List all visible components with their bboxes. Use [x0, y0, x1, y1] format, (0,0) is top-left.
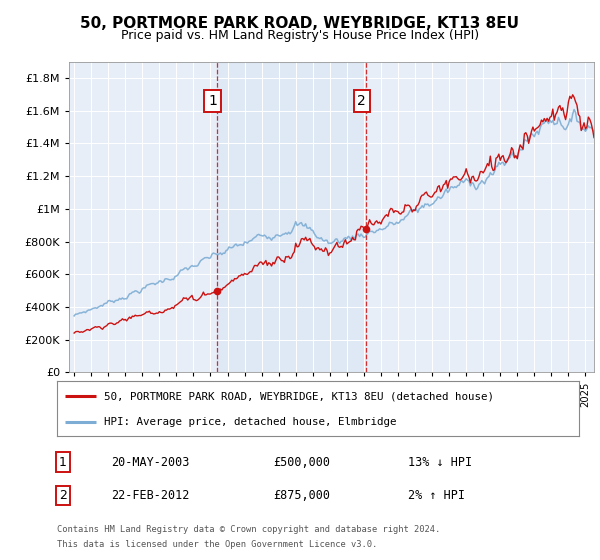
Text: 50, PORTMORE PARK ROAD, WEYBRIDGE, KT13 8EU (detached house): 50, PORTMORE PARK ROAD, WEYBRIDGE, KT13 …: [104, 391, 494, 401]
Text: 1: 1: [59, 455, 67, 469]
Text: 2% ↑ HPI: 2% ↑ HPI: [408, 489, 465, 502]
Bar: [217, 62, 366, 372]
Text: HPI: Average price, detached house, Elmbridge: HPI: Average price, detached house, Elmb…: [104, 417, 397, 427]
Text: 22-FEB-2012: 22-FEB-2012: [111, 489, 190, 502]
Text: 2: 2: [59, 489, 67, 502]
Text: This data is licensed under the Open Government Licence v3.0.: This data is licensed under the Open Gov…: [57, 540, 377, 549]
Text: 20-MAY-2003: 20-MAY-2003: [111, 455, 190, 469]
Text: Price paid vs. HM Land Registry's House Price Index (HPI): Price paid vs. HM Land Registry's House …: [121, 29, 479, 42]
Text: 50, PORTMORE PARK ROAD, WEYBRIDGE, KT13 8EU: 50, PORTMORE PARK ROAD, WEYBRIDGE, KT13 …: [80, 16, 520, 31]
Text: 1: 1: [208, 94, 217, 108]
Text: 13% ↓ HPI: 13% ↓ HPI: [408, 455, 472, 469]
Text: Contains HM Land Registry data © Crown copyright and database right 2024.: Contains HM Land Registry data © Crown c…: [57, 525, 440, 534]
Text: 2: 2: [358, 94, 366, 108]
Text: £875,000: £875,000: [273, 489, 330, 502]
Text: £500,000: £500,000: [273, 455, 330, 469]
